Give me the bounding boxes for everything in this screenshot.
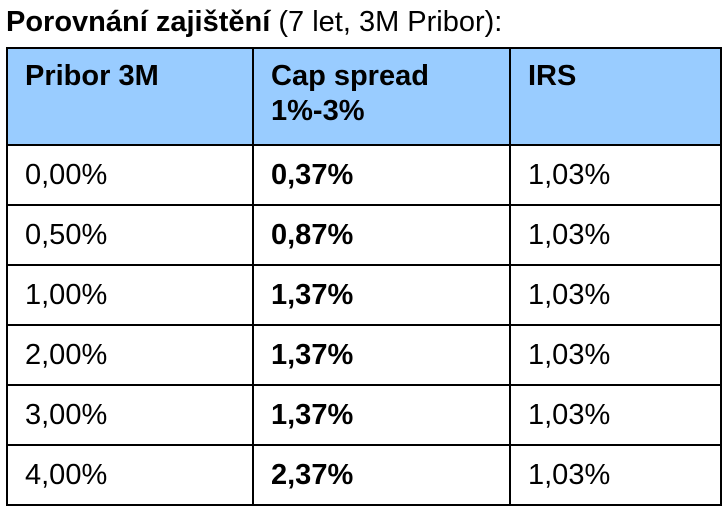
cell-pribor: 1,00% [6,264,254,326]
header-cap-spread: Cap spread 1%-3% [252,47,511,146]
header-pribor: Pribor 3M [6,47,254,146]
cell-pribor: 0,00% [6,144,254,206]
header-irs: IRS [509,47,722,146]
cell-irs: 1,03% [509,444,722,506]
page-title: Porovnání zajištění (7 let, 3M Pribor): [6,4,502,40]
cell-irs: 1,03% [509,384,722,446]
cell-cap-spread: 1,37% [252,384,511,446]
table-row: 0,50% 0,87% 1,03% [6,204,722,266]
table-row: 1,00% 1,37% 1,03% [6,264,722,326]
cell-irs: 1,03% [509,264,722,326]
cell-pribor: 0,50% [6,204,254,266]
cell-cap-spread: 0,37% [252,144,511,206]
table-row: 4,00% 2,37% 1,03% [6,444,722,506]
cell-pribor: 2,00% [6,324,254,386]
table-row: 3,00% 1,37% 1,03% [6,384,722,446]
cell-pribor: 4,00% [6,444,254,506]
table-row: 2,00% 1,37% 1,03% [6,324,722,386]
cell-irs: 1,03% [509,144,722,206]
title-bold: Porovnání zajištění [6,6,271,38]
cell-irs: 1,03% [509,204,722,266]
cell-cap-spread: 1,37% [252,324,511,386]
table-row: 0,00% 0,37% 1,03% [6,144,722,206]
cell-irs: 1,03% [509,324,722,386]
comparison-table: Pribor 3M Cap spread 1%-3% IRS 0,00% 0,3… [6,47,722,506]
cell-cap-spread: 0,87% [252,204,511,266]
cell-pribor: 3,00% [6,384,254,446]
cell-cap-spread: 2,37% [252,444,511,506]
title-normal: (7 let, 3M Pribor): [270,6,503,38]
table-header-row: Pribor 3M Cap spread 1%-3% IRS [6,47,722,146]
cell-cap-spread: 1,37% [252,264,511,326]
